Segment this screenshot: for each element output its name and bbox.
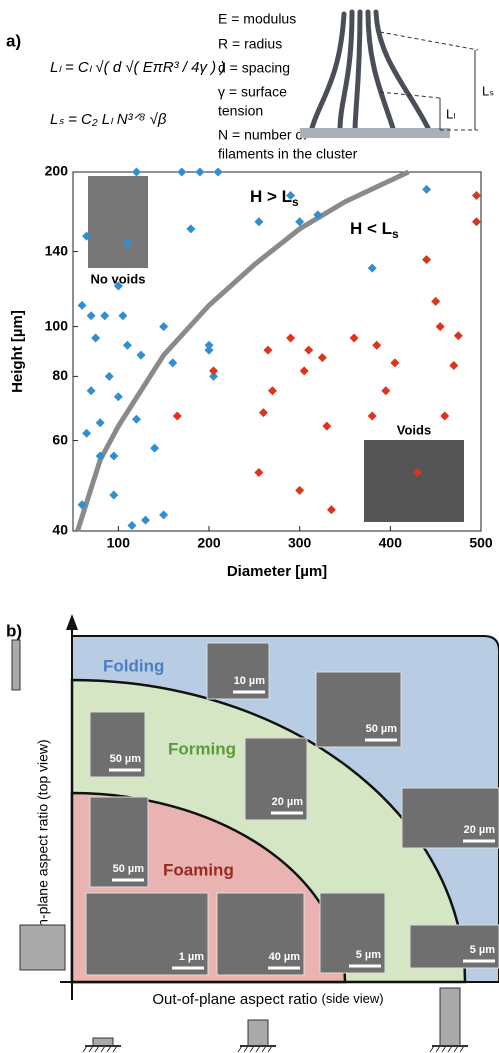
definitions: E = modulus R = radius d = spacing γ = s… bbox=[218, 11, 358, 162]
annotation-text: H > L bbox=[250, 187, 292, 206]
x-tick-label: 100 bbox=[107, 535, 131, 551]
y-tick-label: 100 bbox=[45, 317, 69, 333]
panel-label: b) bbox=[6, 621, 22, 640]
y-tick-label: 200 bbox=[45, 163, 69, 179]
schematic bbox=[312, 12, 430, 135]
filament bbox=[355, 12, 360, 132]
sem-image bbox=[90, 712, 145, 777]
inset-label: Voids bbox=[397, 422, 431, 437]
equation: Lₛ = C₂ Lₗ N³ᐟ⁸ √β bbox=[50, 111, 167, 128]
region-label: Forming bbox=[168, 739, 236, 758]
y-axis-label: Height [µm] bbox=[9, 310, 26, 393]
annotation-sub: s bbox=[392, 227, 399, 241]
x-tick-label: 500 bbox=[469, 535, 493, 551]
y-axis-label: In-plane aspect ratio (top view) bbox=[35, 739, 51, 930]
inset-image bbox=[364, 440, 464, 522]
definition: E = modulus bbox=[218, 11, 296, 27]
filament bbox=[368, 12, 395, 135]
annotation-sub: s bbox=[292, 195, 299, 209]
y-tick-label: 80 bbox=[52, 367, 68, 383]
definition: R = radius bbox=[218, 36, 282, 52]
scale-bar-label: 5 µm bbox=[470, 944, 496, 956]
icon bbox=[12, 640, 20, 690]
schematic-label: Lₗ bbox=[446, 106, 455, 121]
region-label: Folding bbox=[103, 656, 164, 675]
definition: d = spacing bbox=[218, 60, 290, 76]
scale-bar-label: 40 µm bbox=[269, 951, 301, 963]
scale-bar-label: 5 µm bbox=[356, 949, 382, 961]
post-icon bbox=[93, 1038, 113, 1046]
x-tick-label: 400 bbox=[379, 535, 403, 551]
x-tick-label: 300 bbox=[288, 535, 312, 551]
post-icon bbox=[440, 988, 460, 1046]
scale-bar-label: 20 µm bbox=[272, 796, 304, 808]
definition: γ = surface bbox=[218, 84, 287, 100]
x-axis-label: Out-of-plane aspect ratio (side view) bbox=[152, 991, 383, 1008]
sem-image bbox=[402, 788, 499, 848]
inset-image bbox=[88, 176, 148, 268]
post-icon bbox=[248, 1020, 268, 1046]
scale-bar-label: 50 µm bbox=[366, 723, 398, 735]
scale-bar-label: 50 µm bbox=[113, 863, 145, 875]
panel-label: a) bbox=[6, 31, 21, 50]
equation: Lₗ = Cₗ √( d √( EπR³ / 4γ ) ) bbox=[50, 59, 225, 76]
definition: tension bbox=[218, 103, 263, 119]
dimension-lines bbox=[380, 32, 478, 130]
substrate bbox=[300, 128, 450, 138]
sem-image bbox=[320, 893, 385, 973]
schematic-label: Lₛ bbox=[482, 83, 494, 98]
y-tick-label: 40 bbox=[52, 522, 68, 538]
annotation: H < Ls bbox=[350, 219, 399, 241]
icon bbox=[20, 925, 65, 970]
figure: a) b) Lₗ = Cₗ √( d √( EπR³ / 4γ ) ) Lₛ =… bbox=[0, 0, 499, 1053]
x-axis-label: Diameter [µm] bbox=[227, 563, 327, 580]
panel-b: Folding Forming Foaming 10 µm 50 µm 50 µm 20 µ… bbox=[12, 614, 499, 1052]
y-tick-label: 140 bbox=[45, 242, 69, 258]
definition: N = number of bbox=[218, 127, 307, 143]
x-tick-label: 200 bbox=[197, 535, 221, 551]
filament bbox=[376, 12, 430, 132]
region-label: Foaming bbox=[163, 860, 234, 879]
definition: filaments in the cluster bbox=[218, 146, 358, 162]
guide bbox=[380, 32, 478, 50]
annotation: H > Ls bbox=[250, 187, 299, 209]
y-axis-arrow bbox=[66, 614, 78, 630]
scale-bar-label: 10 µm bbox=[234, 675, 266, 687]
scale-bar-label: 50 µm bbox=[110, 753, 142, 765]
sem-image bbox=[316, 672, 401, 747]
x-axis-label-main: Out-of-plane aspect ratio bbox=[152, 991, 317, 1008]
annotation-text: H < L bbox=[350, 219, 392, 238]
scale-bar-label: 1 µm bbox=[179, 951, 205, 963]
scale-bar-label: 20 µm bbox=[464, 824, 496, 836]
x-axis-label-note: (side view) bbox=[321, 991, 383, 1006]
y-tick-label: 60 bbox=[52, 431, 68, 447]
scatter-plot: 100 200 300 400 500 40 60 80 100 140 200 Diameter [… bbox=[9, 163, 493, 580]
